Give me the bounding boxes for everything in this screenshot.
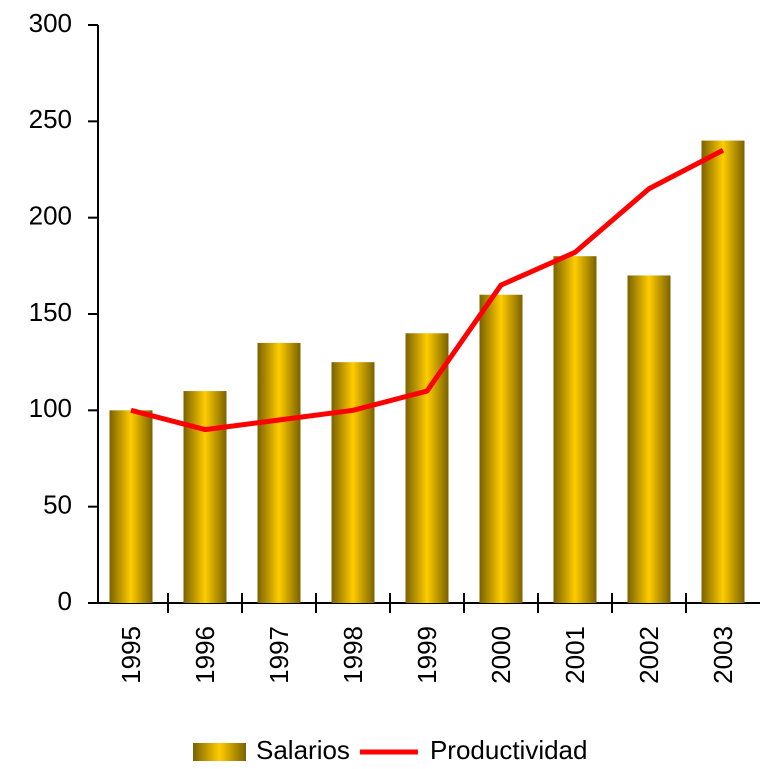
bar <box>479 294 523 603</box>
x-tick-label: 1996 <box>190 626 220 684</box>
legend-label: Salarios <box>256 735 350 765</box>
line <box>130 148 725 433</box>
bar <box>627 275 671 603</box>
legend-label: Productividad <box>430 735 588 765</box>
bar <box>553 256 597 603</box>
y-tick-label: 300 <box>29 8 72 38</box>
x-tick-label: 1995 <box>116 626 146 684</box>
y-tick-label: 0 <box>58 586 72 616</box>
bar <box>257 342 301 603</box>
bar <box>701 140 745 603</box>
x-tick-label: 2003 <box>708 626 738 684</box>
y-tick-label: 100 <box>29 393 72 423</box>
x-tick-label: 2002 <box>634 626 664 684</box>
y-tick-label: 250 <box>29 104 72 134</box>
y-tick-label: 150 <box>29 297 72 327</box>
y-tick-label: 200 <box>29 201 72 231</box>
legend-swatch <box>193 743 246 761</box>
bar <box>405 333 449 603</box>
x-tick-label: 1998 <box>338 626 368 684</box>
x-tick-label: 1997 <box>264 626 294 684</box>
x-tick-label: 2001 <box>560 626 590 684</box>
bar <box>331 362 375 603</box>
bar <box>183 391 227 603</box>
bar <box>109 410 153 603</box>
x-tick-label: 1999 <box>412 626 442 684</box>
x-tick-label: 2000 <box>486 626 516 684</box>
y-tick-label: 50 <box>43 490 72 520</box>
